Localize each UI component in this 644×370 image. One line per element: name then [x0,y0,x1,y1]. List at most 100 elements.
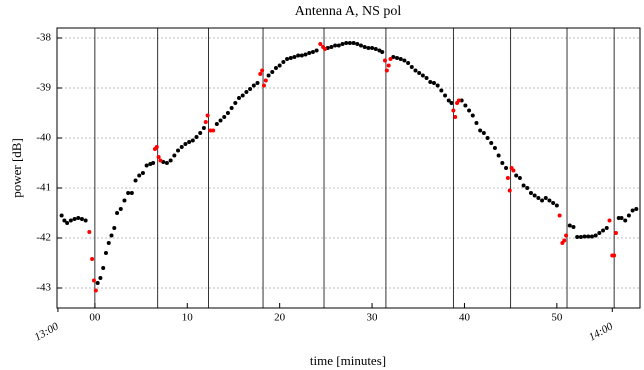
y-tick-label: -41 [36,182,51,194]
point [409,65,414,69]
point [540,198,545,203]
point [322,47,327,51]
point [406,61,411,65]
point [263,78,268,83]
point [187,140,192,144]
point [229,106,234,110]
point [164,161,169,165]
point [431,81,436,85]
point [623,218,628,223]
point [586,234,591,239]
point [318,42,323,46]
point [380,50,385,54]
y-tick-label: -39 [36,82,51,94]
point [109,233,114,238]
point [95,281,100,285]
point [564,233,569,238]
point [126,191,131,195]
point [106,241,111,245]
point [351,41,356,45]
point [456,98,461,103]
point [575,235,580,239]
point [459,98,464,103]
point [156,155,161,159]
point [299,53,304,58]
point [194,135,199,139]
point [112,226,117,230]
point [101,266,106,270]
point [314,48,319,53]
point [329,45,334,49]
point [439,88,444,93]
point [355,42,360,46]
point [144,163,149,168]
point [103,251,108,255]
point [336,43,341,48]
point [270,70,275,74]
point [481,131,486,135]
point [225,111,230,115]
point [492,146,497,150]
point [547,198,552,203]
point [62,218,67,223]
point [435,83,440,88]
point [613,231,618,235]
point [616,216,621,220]
point [489,141,494,145]
point [420,73,425,78]
point [72,217,77,221]
y-axis-label: power [dB] [9,138,24,198]
point [634,207,639,211]
point [386,63,391,68]
point [211,128,216,133]
point [255,81,260,85]
point [505,176,510,180]
point [333,43,338,48]
point [384,68,389,73]
point [76,216,81,220]
point [183,142,188,146]
point [463,103,468,108]
point [340,42,345,46]
point [118,207,123,211]
point [485,136,490,140]
point [90,257,95,261]
point [443,93,448,98]
point [344,41,349,45]
point [277,63,282,68]
point [273,66,278,70]
point [218,118,223,123]
x-tick-label: 20 [274,312,286,324]
plot-frame [56,27,641,309]
point [129,191,134,195]
point [500,161,505,165]
point [474,121,479,125]
point [532,193,537,198]
y-tick-label: -43 [36,282,51,294]
point [525,186,530,190]
point [612,253,617,258]
point [496,153,501,158]
point [543,196,548,200]
point [65,221,70,225]
point [281,60,286,64]
point [203,120,208,124]
point [366,46,371,50]
x-tick-label: 30 [367,312,379,324]
point [554,203,559,208]
point [87,230,92,234]
y-tick-label: -38 [36,32,51,44]
point [589,234,594,239]
y-tick-label: -40 [36,132,51,144]
point [630,208,635,213]
point [557,213,562,218]
point [93,288,98,293]
point [467,108,472,113]
point [258,72,263,76]
point [370,46,375,50]
point [358,43,363,48]
point [233,101,238,105]
point [198,131,203,135]
point [79,217,84,221]
point [288,56,293,60]
